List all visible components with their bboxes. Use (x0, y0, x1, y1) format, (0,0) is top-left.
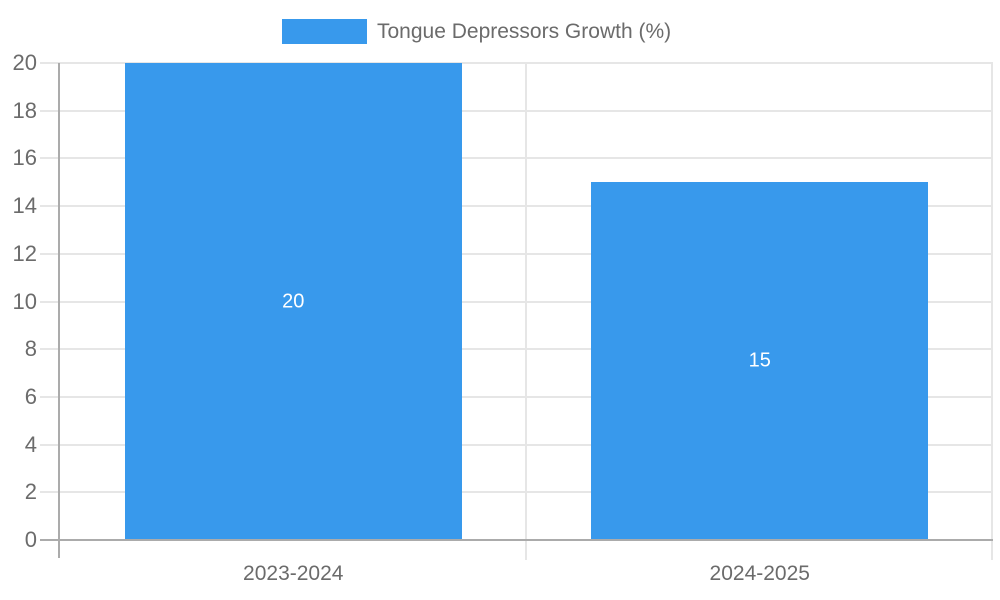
gridline-horizontal (40, 157, 993, 160)
y-axis-tick-label: 6 (24, 383, 37, 409)
y-axis-tick-label: 20 (12, 50, 37, 75)
gridline-horizontal (40, 205, 993, 208)
gridline-horizontal (40, 62, 993, 64)
y-axis-line (58, 63, 60, 558)
gridline-horizontal (40, 348, 993, 351)
gridline-horizontal (40, 252, 993, 255)
x-axis-tick-label: 2023-2024 (243, 562, 344, 585)
y-axis-tick-label: 8 (24, 336, 37, 362)
y-axis-tick-label: 12 (12, 240, 37, 266)
gridline-horizontal (40, 395, 993, 398)
x-axis-tick-label: 2024-2025 (709, 562, 810, 585)
legend-swatch-icon (282, 19, 367, 44)
gridline-horizontal (40, 491, 993, 494)
x-axis-baseline (40, 539, 993, 541)
y-axis-tick-label: 4 (24, 431, 37, 457)
y-axis-tick-label: 18 (12, 97, 37, 123)
gridline-horizontal (40, 443, 993, 446)
legend-label: Tongue Depressors Growth (%) (377, 20, 672, 43)
legend[interactable]: Tongue Depressors Growth (%) (282, 19, 671, 44)
y-axis-tick-label: 14 (12, 193, 37, 219)
y-axis-tick-label: 16 (12, 145, 37, 171)
bar-data-label: 15 (748, 349, 771, 372)
bar[interactable] (591, 182, 929, 540)
bar-data-label: 20 (282, 290, 305, 312)
y-axis-tick-label: 0 (24, 527, 37, 552)
gridline-horizontal (40, 109, 993, 112)
gridline-horizontal (40, 300, 993, 303)
gridline-vertical (524, 63, 527, 560)
y-axis-tick-label: 2 (24, 479, 37, 505)
y-axis-tick-label: 10 (12, 288, 37, 314)
bar[interactable] (124, 63, 462, 540)
gridline-vertical (991, 63, 993, 560)
